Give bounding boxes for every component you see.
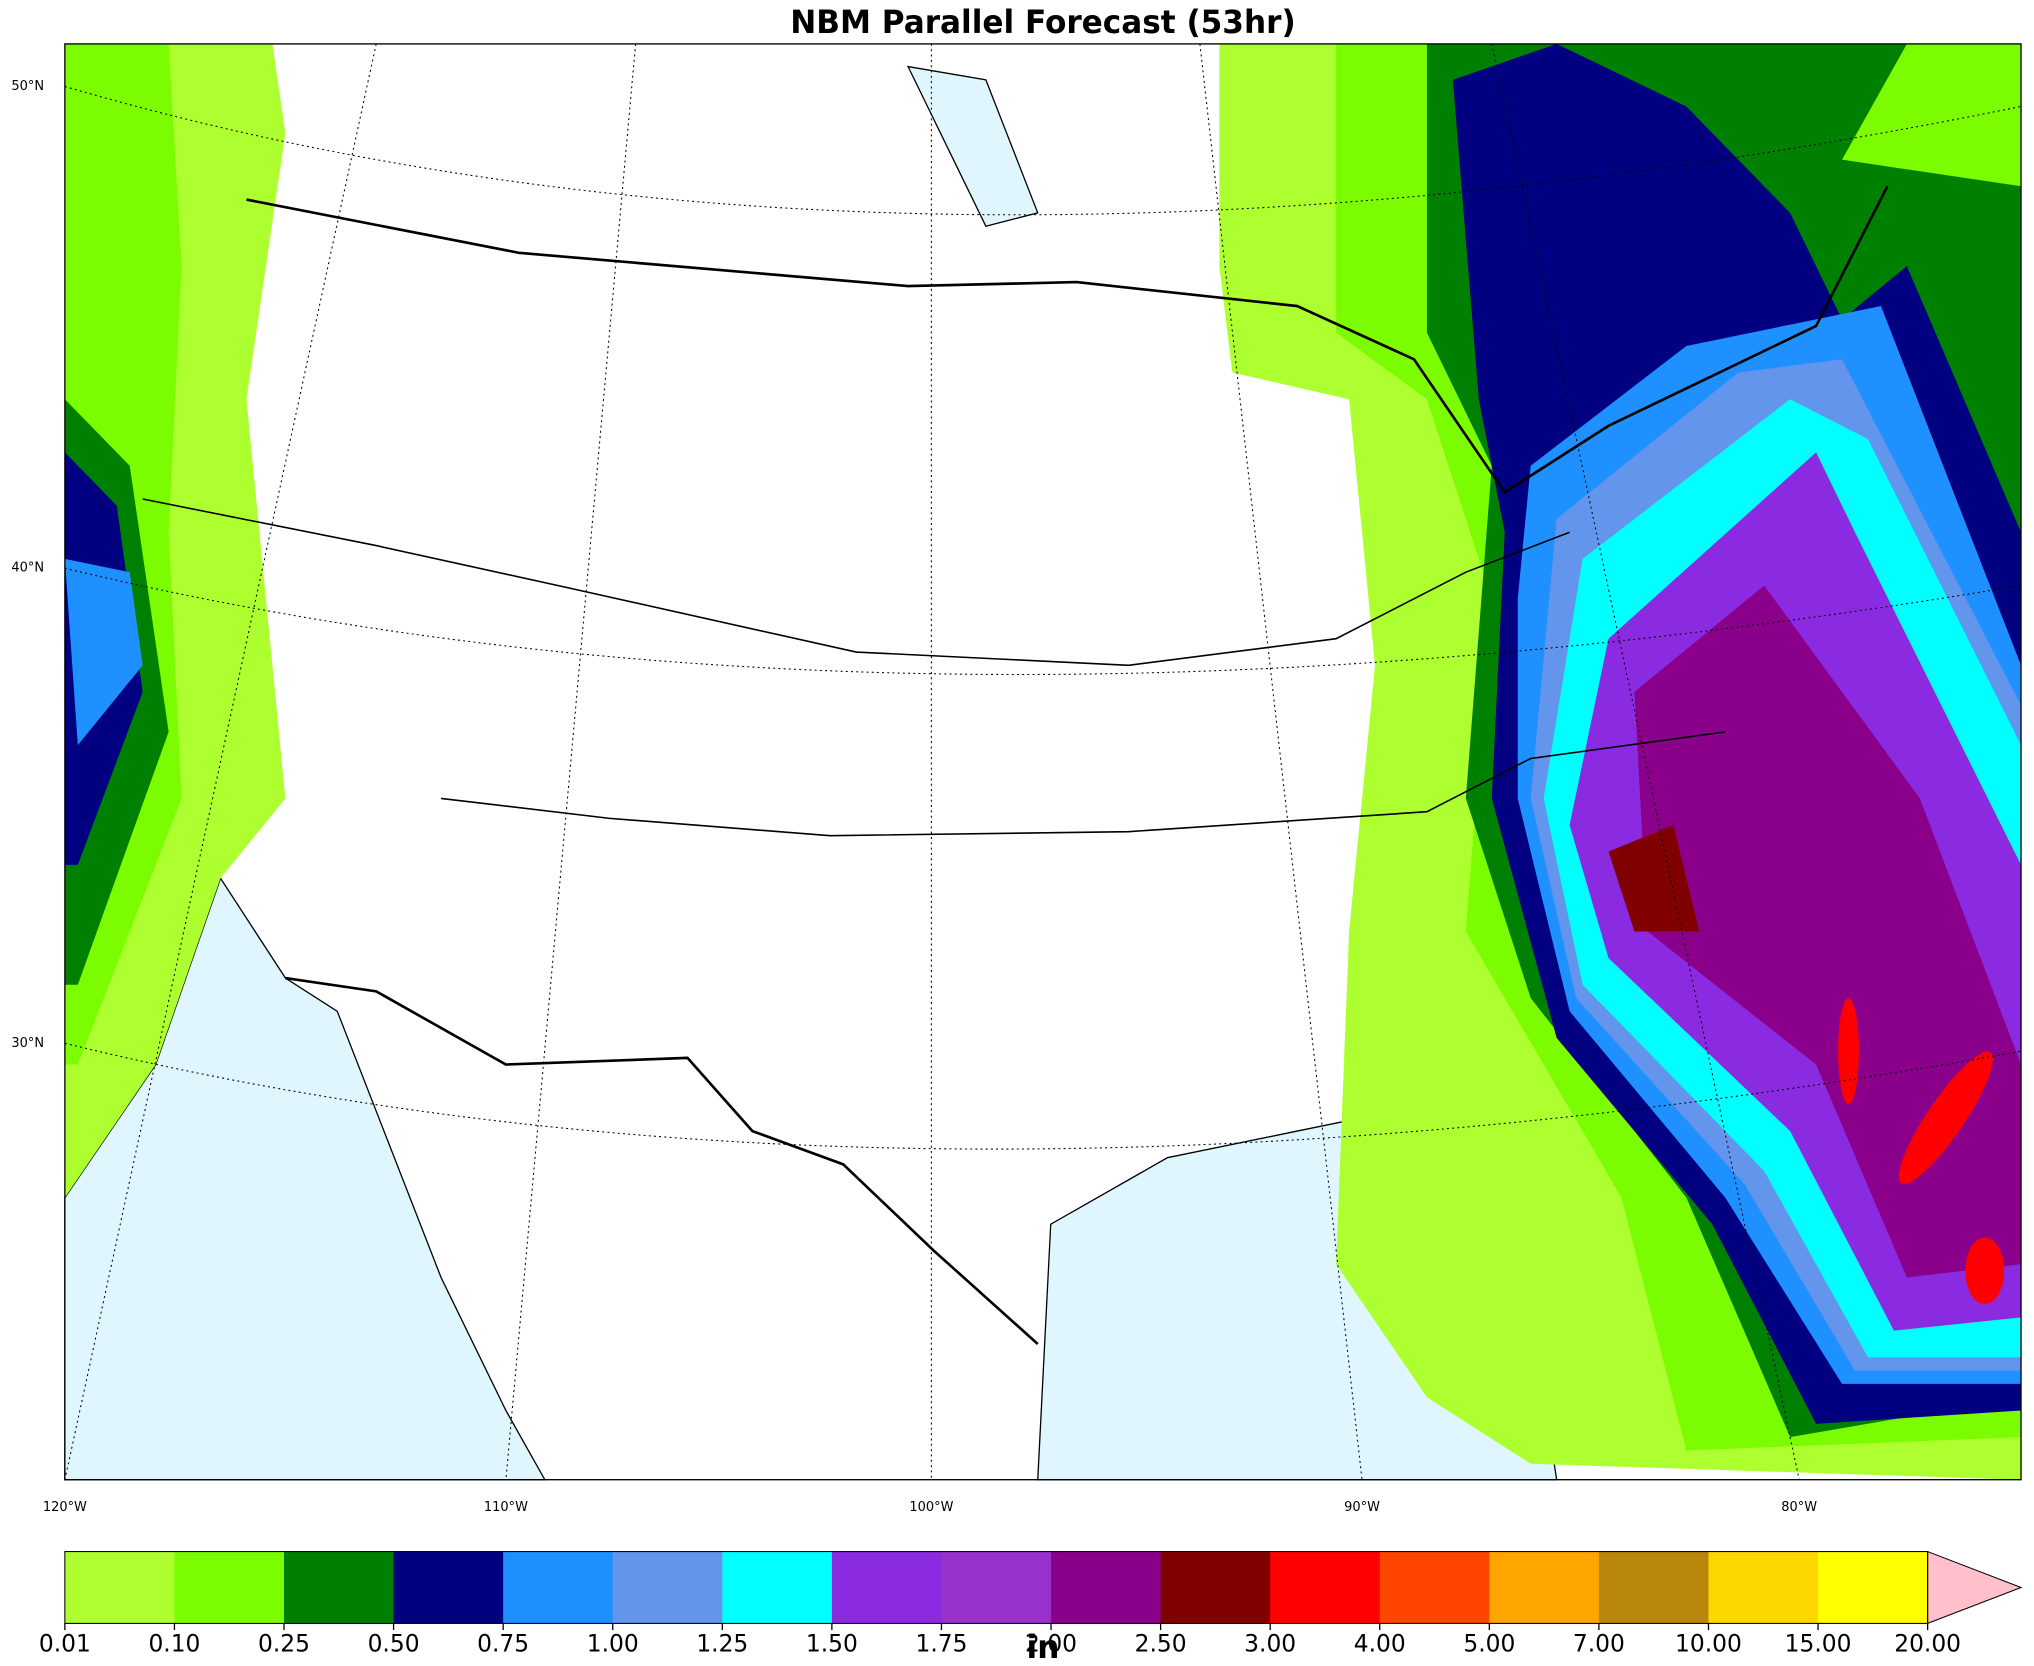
borders xyxy=(142,185,1889,1345)
colorbar-bin xyxy=(503,1551,614,1624)
colorbar-bin xyxy=(1708,1551,1819,1624)
title: NBM Parallel Forecast (53hr) xyxy=(790,5,1295,41)
colorbar-tick-label: 2.50 xyxy=(1135,1629,1187,1657)
colorbar-bin xyxy=(941,1551,1052,1624)
colorbar: 0.01 0.10 0.25 0.50 0.75 1.00 1.25 1.50 1.75 2.00… xyxy=(39,1550,2023,1666)
colorbar-tick-label: 10.00 xyxy=(1675,1629,1742,1657)
colorbar-bin xyxy=(174,1551,285,1624)
colorbar-tick-label: 1.75 xyxy=(915,1629,967,1657)
colorbar-bin xyxy=(284,1551,395,1624)
colorbar-tick-label: 1.00 xyxy=(587,1629,639,1657)
colorbar-bin xyxy=(1379,1551,1490,1624)
lon-label: 100°W xyxy=(909,1500,953,1515)
frame xyxy=(64,43,2022,1481)
colorbar-tick-label: 0.10 xyxy=(148,1629,200,1657)
colorbar-bin xyxy=(612,1551,723,1624)
precip-west xyxy=(64,43,286,1198)
lake xyxy=(906,65,1039,227)
colorbar-bin xyxy=(1489,1551,1600,1624)
colorbar-bin xyxy=(1160,1551,1271,1624)
colorbar-bin xyxy=(393,1551,504,1624)
pacific xyxy=(64,876,546,1481)
colorbar-bin xyxy=(1051,1551,1162,1624)
precip-east xyxy=(1219,43,2022,1480)
colorbar-bin xyxy=(831,1551,943,1624)
colorbar-bin xyxy=(1818,1551,1929,1624)
colorbar-tick-label: 1.50 xyxy=(806,1629,858,1657)
colorbar-tick-label: 3.00 xyxy=(1244,1629,1296,1657)
lon-label: 120°W xyxy=(43,1500,87,1515)
colorbar-extend xyxy=(1927,1550,2023,1625)
colorbar-bin xyxy=(64,1551,176,1624)
colorbar-tick-label: 7.00 xyxy=(1573,1629,1625,1657)
colorbar-tick-label: 5.00 xyxy=(1463,1629,1515,1657)
colorbar-tick-label: 0.01 xyxy=(39,1629,91,1657)
lon-label: 80°W xyxy=(1781,1500,1817,1515)
colorbar-frame xyxy=(64,1551,1929,1624)
lon-label: 110°W xyxy=(484,1500,528,1515)
colorbar-bin xyxy=(722,1551,833,1624)
colorbar-tick-label: 0.25 xyxy=(258,1629,310,1657)
colorbar-tick-label: 0.50 xyxy=(368,1629,420,1657)
map xyxy=(64,43,2022,1481)
colorbar-tick-label: 20.00 xyxy=(1894,1629,1961,1657)
colorbar-bin xyxy=(1270,1551,1381,1624)
lat-label: 40°N xyxy=(11,561,44,576)
colorbar-tick-label: 15.00 xyxy=(1785,1629,1852,1657)
graticule xyxy=(64,43,2022,1480)
colorbar-tick-label: 4.00 xyxy=(1354,1629,1406,1657)
colorbar-tick-label: 1.25 xyxy=(696,1629,748,1657)
colorbar-tick-label: 0.75 xyxy=(477,1629,529,1657)
colorbar-label: in xyxy=(1027,1629,1060,1665)
lat-label: 30°N xyxy=(11,1036,44,1051)
lon-label: 90°W xyxy=(1344,1500,1380,1515)
colorbar-tick-label: 2.00 xyxy=(1025,1629,1077,1657)
graticule-labels: 50°N 40°N 30°N 120°W 110°W 100°W 90°W 80°W xyxy=(11,79,1817,1515)
lat-label: 50°N xyxy=(11,79,44,94)
colorbar-bin xyxy=(1598,1551,1710,1624)
